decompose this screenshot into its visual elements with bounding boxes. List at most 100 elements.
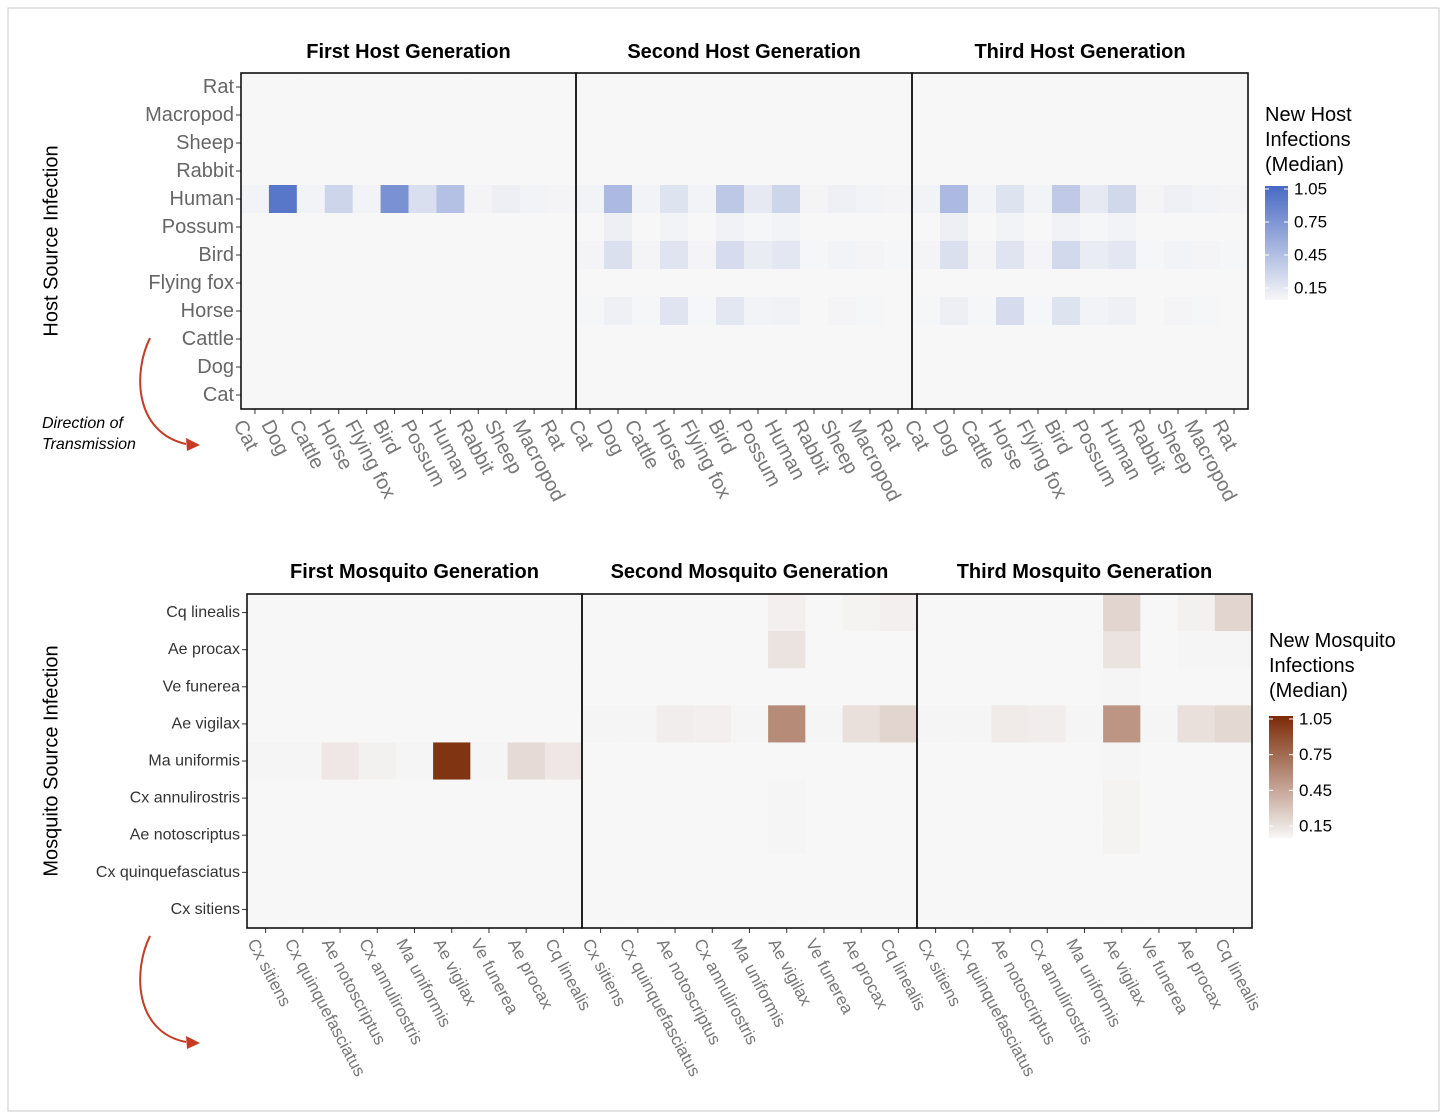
heatmap-cell	[744, 297, 773, 326]
heatmap-cell	[730, 742, 769, 780]
heatmap-cell	[582, 705, 620, 743]
heatmap-cell	[917, 594, 955, 632]
heatmap-cell	[856, 129, 885, 158]
heatmap-cell	[693, 890, 732, 929]
heatmap-cell	[544, 705, 583, 743]
heatmap-cell	[436, 297, 465, 326]
heatmap-cell	[296, 325, 326, 354]
heatmap-cell	[380, 73, 409, 102]
heatmap-cell	[296, 297, 326, 326]
heatmap-cell	[856, 241, 885, 270]
heatmap-cell	[800, 157, 829, 186]
heatmap-cell	[954, 742, 992, 780]
heatmap-cell	[1028, 816, 1067, 855]
heatmap-cell	[940, 185, 969, 214]
heatmap-cell	[656, 853, 694, 892]
heatmap-cell	[800, 381, 829, 410]
heatmap-cell	[1024, 297, 1053, 326]
heatmap-cell	[470, 853, 508, 892]
heatmap-cell	[380, 325, 409, 354]
heatmap-cell	[1164, 297, 1193, 326]
heatmap-cell	[433, 890, 471, 929]
heatmap-cell	[1103, 816, 1141, 855]
heatmap-cell	[772, 185, 801, 214]
heatmap-cell	[656, 668, 694, 706]
heatmap-cell	[1164, 185, 1193, 214]
heatmap-cell	[492, 297, 521, 326]
heatmap-cell	[693, 779, 732, 817]
heatmap-cell	[772, 129, 801, 158]
heatmap-cell	[716, 213, 745, 242]
heatmap-cell	[1220, 381, 1249, 410]
heatmap-cell	[768, 742, 806, 780]
heatmap-cell	[744, 353, 773, 382]
heatmap-cell	[940, 129, 969, 158]
heatmap-cell	[954, 853, 992, 892]
heatmap-cell	[688, 157, 717, 186]
heatmap-cell	[352, 185, 381, 214]
heatmap-cell	[1214, 594, 1253, 632]
heatmap-cell	[800, 73, 829, 102]
panel-title: Second Mosquito Generation	[611, 561, 889, 583]
heatmap-cell	[1220, 73, 1249, 102]
heatmap-cell	[991, 594, 1029, 632]
heatmap-cell	[879, 853, 918, 892]
heatmap-cell	[544, 668, 583, 706]
heatmap-cell	[464, 101, 493, 130]
heatmap-cell	[991, 742, 1029, 780]
heatmap-cell	[1177, 705, 1216, 743]
direction-arrow	[139, 935, 187, 1043]
heatmap-cell	[991, 705, 1029, 743]
heatmap-cell	[576, 297, 605, 326]
heatmap-cell	[619, 890, 657, 929]
row-label: Cq linealis	[166, 604, 240, 621]
heatmap-cell	[352, 129, 381, 158]
heatmap-cell	[1214, 816, 1253, 855]
heatmap-cell	[996, 157, 1025, 186]
heatmap-cell	[352, 325, 381, 354]
heatmap-cell	[828, 269, 857, 298]
heatmap-cell	[1080, 353, 1109, 382]
heatmap-cell	[619, 594, 657, 632]
heatmap-cell	[805, 853, 843, 892]
heatmap-cell	[772, 241, 801, 270]
heatmap-cell	[805, 705, 843, 743]
heatmap-cell	[800, 101, 829, 130]
heatmap-cell	[395, 631, 434, 669]
heatmap-cell	[730, 668, 769, 706]
heatmap-cell	[856, 185, 885, 214]
row-label: Rabbit	[176, 160, 234, 182]
heatmap-cell	[828, 381, 857, 410]
heatmap-cell	[716, 157, 745, 186]
heatmap-cell	[1220, 269, 1249, 298]
heatmap-cell	[1103, 668, 1141, 706]
heatmap-cell	[1065, 779, 1104, 817]
heatmap-cell	[284, 816, 322, 855]
row-label: Horse	[181, 300, 234, 322]
heatmap-cell	[619, 631, 657, 669]
heatmap-cell	[917, 779, 955, 817]
heatmap-cell	[247, 705, 285, 743]
heatmap-cell	[358, 594, 397, 632]
heatmap-cell	[1192, 269, 1221, 298]
row-label: Ae vigilax	[172, 715, 240, 732]
heatmap-cell	[408, 353, 437, 382]
heatmap-cell	[772, 325, 801, 354]
heatmap-cell	[604, 241, 633, 270]
heatmap-cell	[1192, 353, 1221, 382]
heatmap-cell	[940, 73, 969, 102]
heatmap-cell	[492, 73, 521, 102]
heatmap-cell	[730, 594, 769, 632]
heatmap-cell	[520, 269, 549, 298]
heatmap-cell	[656, 742, 694, 780]
heatmap-cell	[856, 213, 885, 242]
heatmap-cell	[604, 129, 633, 158]
heatmap-cell	[1080, 269, 1109, 298]
heatmap-cell	[1164, 353, 1193, 382]
heatmap-cell	[582, 594, 620, 632]
heatmap-cell	[1024, 325, 1053, 354]
heatmap-cell	[1220, 157, 1249, 186]
heatmap-cell	[1164, 381, 1193, 410]
heatmap-cell	[1080, 381, 1109, 410]
heatmap-cell	[352, 353, 381, 382]
